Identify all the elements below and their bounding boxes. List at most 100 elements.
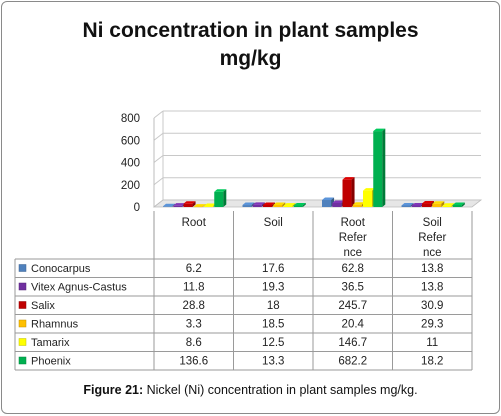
data-label: 28.8 bbox=[183, 300, 205, 312]
category-label: Soil bbox=[264, 217, 283, 229]
bar-top bbox=[193, 204, 206, 207]
bar bbox=[342, 177, 355, 207]
data-label: 8.6 bbox=[186, 337, 202, 349]
bar-top bbox=[293, 203, 306, 206]
bar-top bbox=[411, 202, 424, 206]
category-label: Soil bbox=[423, 217, 442, 229]
bar-top bbox=[332, 200, 345, 203]
bar bbox=[363, 188, 376, 207]
bar bbox=[293, 203, 306, 207]
caption-text: Nickel (Ni) concentration in plant sampl… bbox=[143, 383, 418, 397]
category-label: Root bbox=[341, 217, 366, 229]
gridline-depth bbox=[153, 155, 164, 163]
data-label: 245.7 bbox=[338, 300, 367, 312]
figure-caption: Figure 21: Nickel (Ni) concentration in … bbox=[2, 383, 499, 397]
bar-top bbox=[214, 189, 227, 192]
bar bbox=[193, 204, 206, 208]
bar-side bbox=[302, 203, 306, 207]
bar-side bbox=[351, 177, 355, 207]
bar-front bbox=[411, 205, 421, 207]
legend-label: Tamarix bbox=[31, 337, 70, 349]
data-label: 13.8 bbox=[421, 263, 443, 275]
bar-side bbox=[282, 202, 286, 207]
data-label: 29.3 bbox=[421, 319, 443, 331]
data-label: 18.5 bbox=[262, 319, 284, 331]
bar-front bbox=[283, 205, 293, 207]
bar-side bbox=[461, 202, 465, 207]
bar-side bbox=[410, 202, 414, 207]
bar bbox=[214, 189, 227, 207]
bar-top bbox=[322, 197, 335, 201]
data-label: 20.4 bbox=[342, 319, 365, 331]
bar-top bbox=[163, 203, 176, 207]
chart-title-unit: mg/kg bbox=[219, 47, 282, 70]
bar-top bbox=[363, 188, 376, 191]
bar bbox=[401, 202, 414, 207]
bar-side bbox=[172, 203, 176, 207]
legend-label: Phoenix bbox=[31, 356, 71, 368]
bar-front bbox=[373, 131, 383, 207]
bar-front bbox=[332, 202, 342, 207]
gridline-depth bbox=[153, 110, 164, 119]
bar bbox=[183, 201, 196, 207]
data-label: 13.8 bbox=[421, 282, 443, 294]
bar-front bbox=[273, 204, 283, 207]
bar-front bbox=[252, 204, 262, 207]
legend-label: Salix bbox=[31, 300, 55, 312]
bar-top bbox=[273, 202, 286, 205]
bar-top bbox=[422, 201, 435, 204]
bar-front bbox=[242, 205, 252, 207]
bar-front bbox=[193, 206, 203, 208]
legend-swatch bbox=[18, 301, 27, 309]
bar-top bbox=[204, 203, 217, 207]
bar-top bbox=[252, 202, 265, 205]
bar-front bbox=[363, 190, 373, 207]
data-label: 19.3 bbox=[262, 282, 284, 294]
bar-top bbox=[401, 202, 414, 206]
bar-front bbox=[293, 205, 303, 207]
bar bbox=[322, 197, 335, 207]
bar-front bbox=[401, 205, 411, 207]
bar-front bbox=[263, 204, 273, 207]
bar-front bbox=[352, 204, 362, 207]
bar-side bbox=[261, 202, 265, 207]
data-label: 11 bbox=[426, 337, 438, 349]
legend-swatch bbox=[18, 264, 27, 272]
data-label: 18.2 bbox=[421, 356, 443, 368]
bar-top bbox=[263, 202, 276, 205]
bar-front bbox=[183, 203, 193, 207]
bar-top bbox=[283, 203, 296, 206]
bar bbox=[273, 202, 286, 207]
data-label: 62.8 bbox=[342, 263, 364, 275]
chart-area: 0 200 400 600 800 Root Soil Root Refer nce Soil Ref… bbox=[14, 110, 483, 371]
bar bbox=[283, 203, 296, 207]
bar-top bbox=[442, 203, 455, 206]
bar-top bbox=[452, 202, 465, 205]
y-tick-label: 400 bbox=[121, 158, 140, 170]
y-tick-label: 0 bbox=[134, 202, 140, 214]
data-label: 11.8 bbox=[183, 282, 205, 294]
bar-front bbox=[173, 205, 183, 207]
bar-side bbox=[202, 204, 206, 207]
bar-top bbox=[242, 202, 255, 206]
bar-side bbox=[382, 128, 386, 207]
bar-front bbox=[163, 206, 173, 207]
bar-front bbox=[214, 191, 224, 207]
bar-front bbox=[442, 205, 452, 207]
bar-front bbox=[452, 204, 462, 207]
bar-top bbox=[173, 203, 186, 206]
bar-side bbox=[192, 201, 196, 207]
data-label: 682.2 bbox=[338, 356, 367, 368]
legend-swatch bbox=[18, 356, 27, 365]
bar-side bbox=[223, 189, 227, 207]
legend-swatch bbox=[18, 282, 27, 291]
category-label: nce bbox=[343, 247, 362, 259]
bar-side bbox=[441, 201, 445, 207]
y-tick-label: 800 bbox=[121, 113, 140, 125]
data-label: 6.2 bbox=[186, 263, 202, 275]
y-tick-label: 600 bbox=[121, 135, 140, 147]
data-label: 30.9 bbox=[421, 300, 443, 312]
data-label: 18 bbox=[267, 300, 280, 312]
bar-top bbox=[373, 128, 386, 132]
bar bbox=[452, 202, 465, 207]
